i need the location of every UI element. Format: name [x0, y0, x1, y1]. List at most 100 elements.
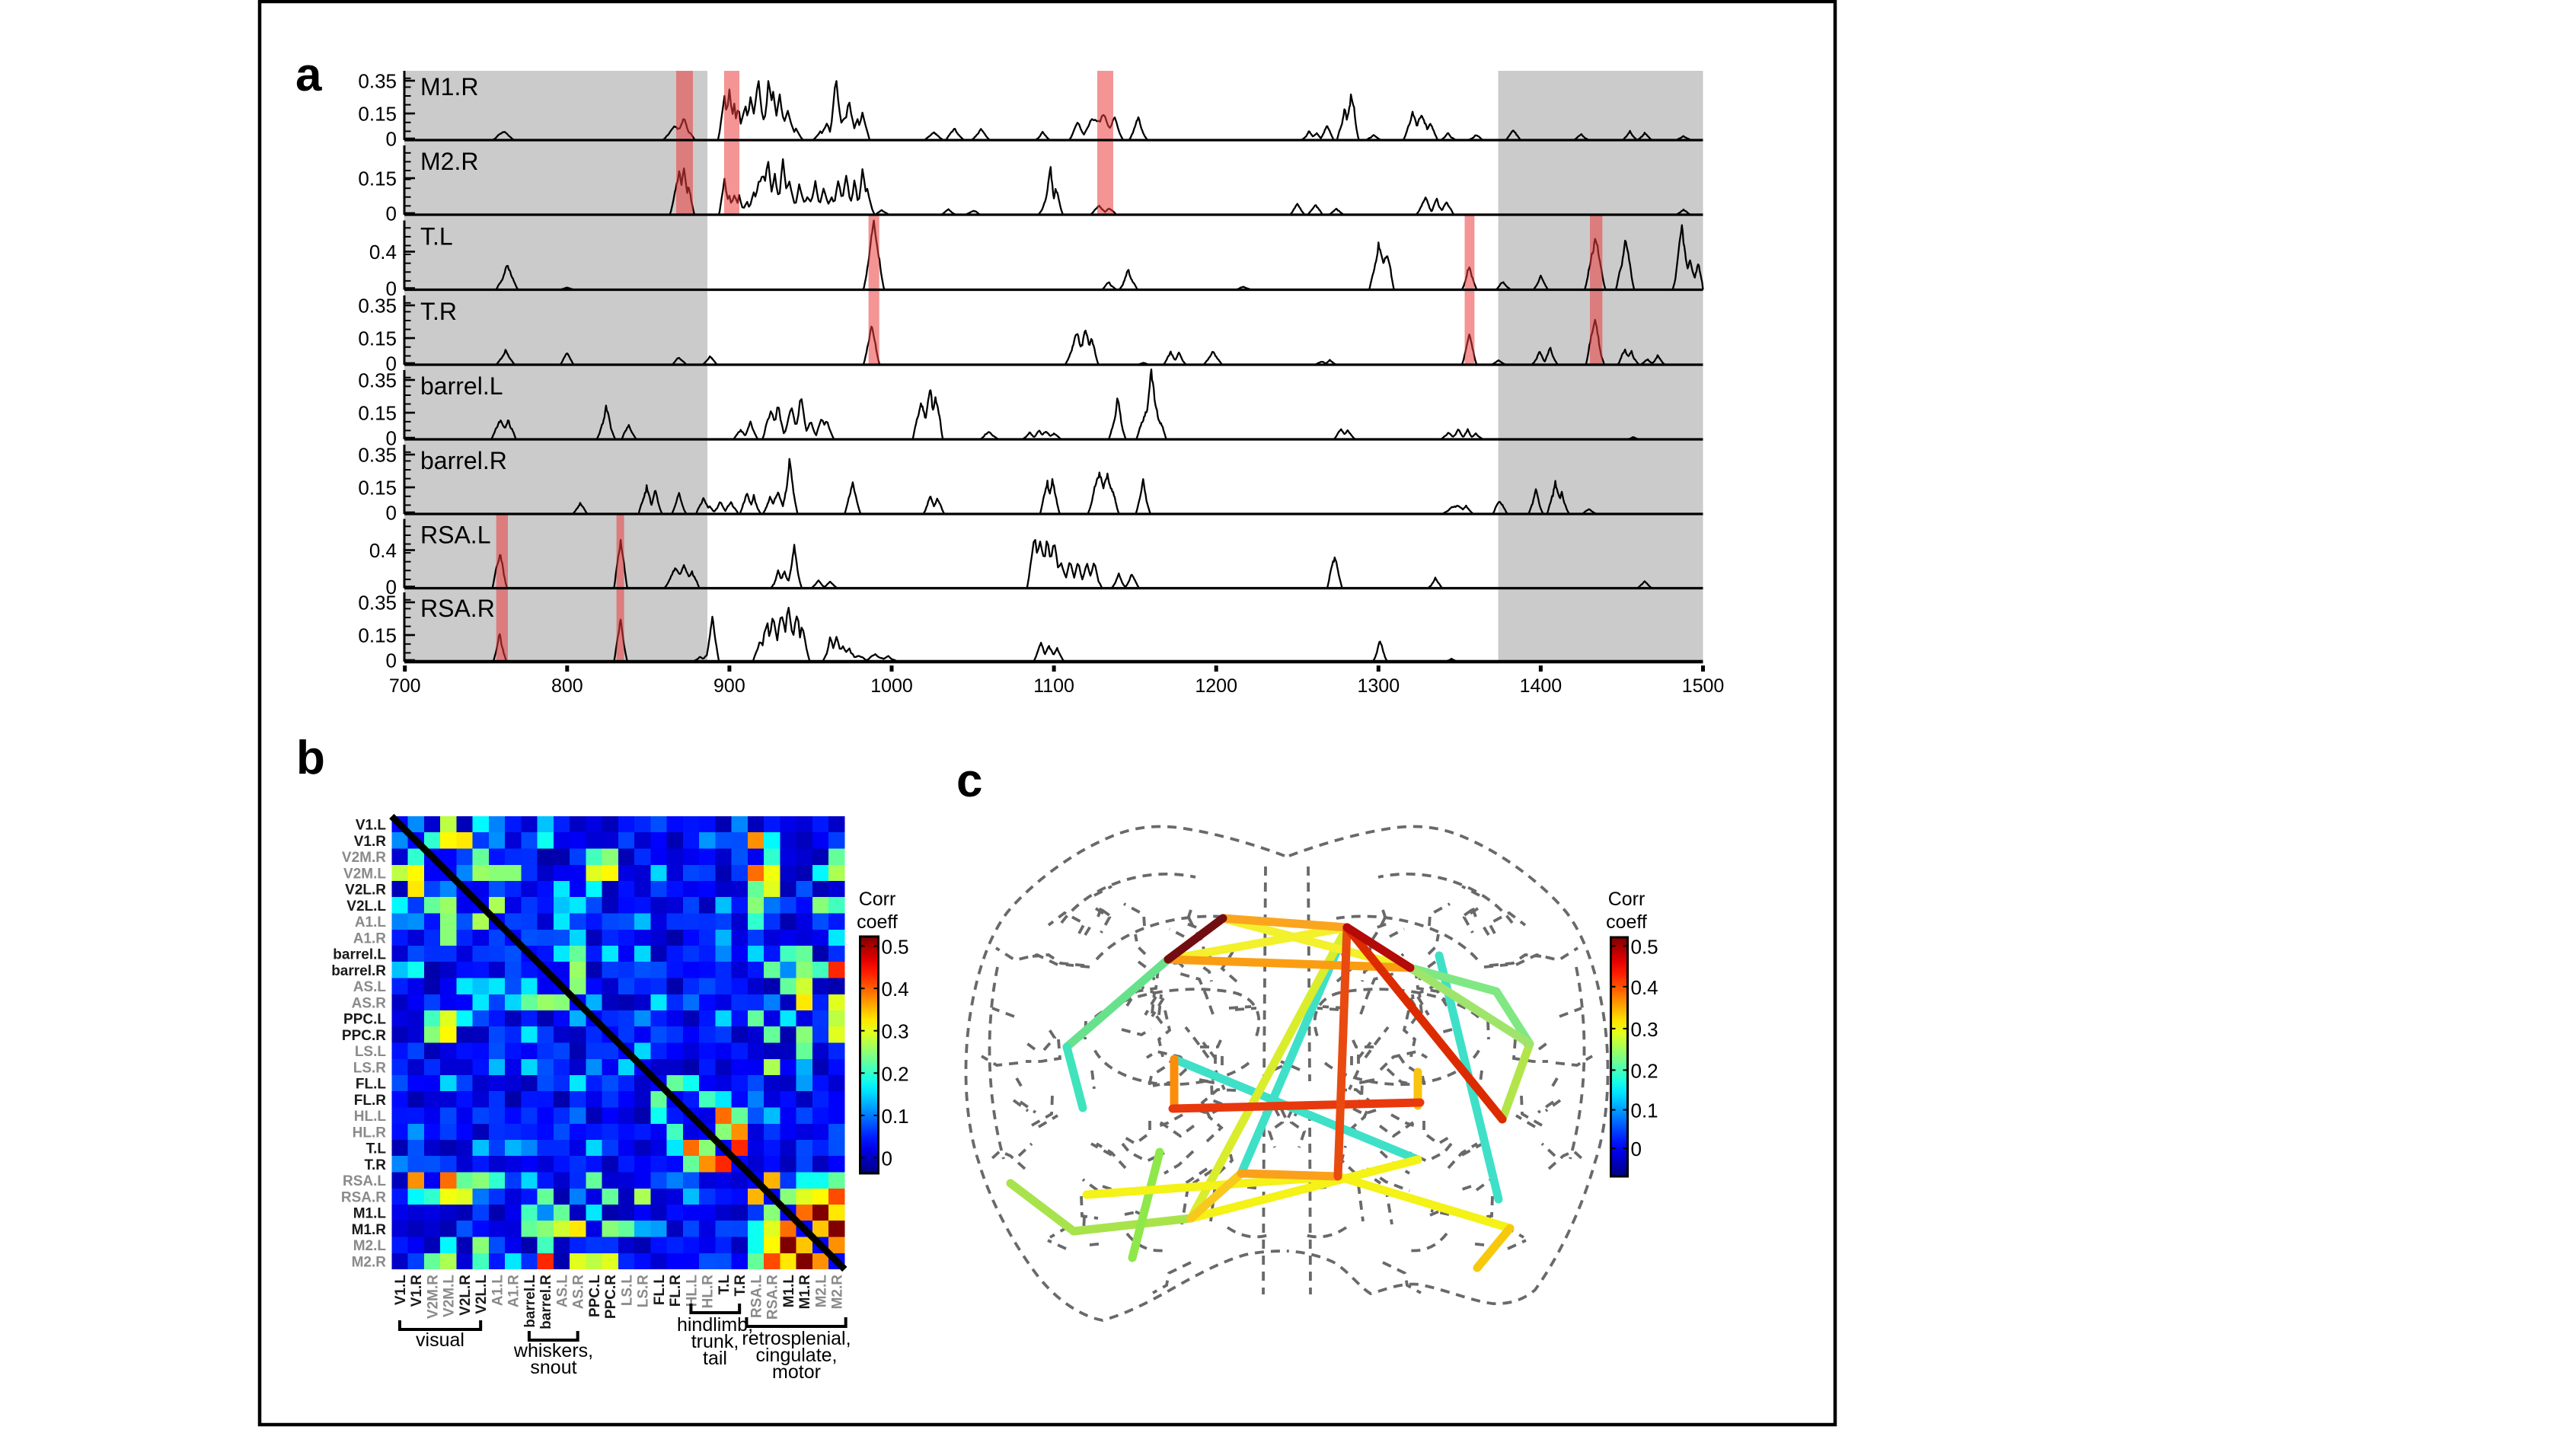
svg-text:V2M.R: V2M.R	[425, 1275, 441, 1319]
svg-text:M2.L: M2.L	[353, 1238, 387, 1254]
svg-text:A1.R: A1.R	[353, 930, 387, 946]
svg-text:0.35: 0.35	[358, 369, 397, 392]
svg-text:800: 800	[551, 675, 583, 697]
svg-text:A1.L: A1.L	[490, 1275, 506, 1307]
svg-text:LS.R: LS.R	[353, 1060, 387, 1076]
svg-text:HL.R: HL.R	[701, 1275, 717, 1309]
svg-text:0: 0	[882, 1147, 892, 1170]
svg-text:0.15: 0.15	[358, 477, 397, 499]
svg-text:snout: snout	[530, 1357, 576, 1378]
svg-text:V1.L: V1.L	[356, 818, 387, 834]
svg-text:0.5: 0.5	[1631, 935, 1658, 958]
svg-text:Corr: Corr	[1608, 889, 1646, 910]
svg-text:0: 0	[386, 203, 397, 225]
svg-text:1100: 1100	[1033, 675, 1074, 697]
svg-text:PPC.R: PPC.R	[342, 1028, 386, 1044]
svg-text:LS.R: LS.R	[636, 1275, 652, 1308]
svg-text:0.5: 0.5	[882, 936, 909, 959]
svg-text:coeff: coeff	[857, 911, 898, 933]
svg-text:V2L.L: V2L.L	[474, 1275, 490, 1314]
svg-text:1200: 1200	[1195, 675, 1237, 697]
svg-text:V2M.R: V2M.R	[342, 850, 386, 866]
svg-text:M2.L: M2.L	[813, 1275, 829, 1308]
svg-text:0.15: 0.15	[358, 103, 397, 126]
svg-text:T.L: T.L	[717, 1275, 733, 1295]
svg-text:PPC.L: PPC.L	[587, 1275, 603, 1317]
svg-text:trunk,: trunk,	[691, 1331, 739, 1352]
svg-text:coeff: coeff	[1606, 911, 1647, 933]
svg-text:M1.R: M1.R	[352, 1222, 387, 1238]
svg-text:0.4: 0.4	[369, 539, 397, 562]
svg-text:a: a	[295, 49, 322, 101]
svg-text:0: 0	[386, 576, 397, 598]
svg-text:whiskers,: whiskers,	[513, 1340, 593, 1361]
svg-text:barrel.L: barrel.L	[333, 947, 386, 963]
svg-text:AS.R: AS.R	[352, 995, 387, 1011]
svg-text:LS.L: LS.L	[355, 1044, 387, 1060]
svg-text:AS.L: AS.L	[554, 1275, 570, 1308]
svg-text:V2L.R: V2L.R	[458, 1275, 474, 1316]
svg-text:M1.R: M1.R	[797, 1275, 813, 1310]
svg-text:0.4: 0.4	[369, 241, 397, 263]
svg-text:0: 0	[386, 427, 397, 450]
svg-text:M2.R: M2.R	[420, 148, 478, 175]
svg-text:0.3: 0.3	[882, 1020, 909, 1043]
svg-text:0.1: 0.1	[1631, 1099, 1658, 1122]
svg-text:AS.R: AS.R	[571, 1275, 587, 1310]
svg-text:barrel.R: barrel.R	[331, 963, 386, 979]
svg-text:0.35: 0.35	[358, 592, 397, 614]
svg-text:M1.L: M1.L	[781, 1275, 797, 1308]
svg-text:0: 0	[386, 502, 397, 525]
svg-text:A1.L: A1.L	[355, 914, 387, 930]
svg-text:RSA.L: RSA.L	[343, 1173, 386, 1189]
svg-text:LS.L: LS.L	[619, 1275, 635, 1307]
svg-text:V2L.R: V2L.R	[345, 882, 386, 898]
svg-text:RSA.R: RSA.R	[420, 595, 495, 622]
svg-text:M2.R: M2.R	[830, 1275, 846, 1310]
svg-text:1400: 1400	[1520, 675, 1563, 697]
svg-text:HL.L: HL.L	[684, 1275, 700, 1307]
svg-text:700: 700	[389, 675, 421, 697]
svg-text:hindlimb,: hindlimb,	[677, 1314, 753, 1336]
svg-text:RSA.R: RSA.R	[765, 1275, 781, 1320]
svg-text:0.15: 0.15	[358, 168, 397, 190]
svg-text:0.35: 0.35	[358, 70, 397, 93]
svg-text:0: 0	[386, 649, 397, 672]
svg-text:0: 0	[386, 128, 397, 151]
svg-text:0.15: 0.15	[358, 624, 397, 647]
svg-text:retrosplenial,: retrosplenial,	[742, 1328, 851, 1349]
svg-text:0.1: 0.1	[882, 1105, 909, 1128]
svg-text:T.R: T.R	[733, 1275, 749, 1297]
svg-text:FL.R: FL.R	[668, 1275, 684, 1307]
svg-text:AS.L: AS.L	[353, 979, 387, 995]
svg-text:barrel.L: barrel.L	[420, 372, 503, 400]
svg-text:T.R: T.R	[365, 1157, 387, 1173]
svg-text:M2.R: M2.R	[352, 1254, 387, 1270]
svg-text:V2L.L: V2L.L	[346, 898, 386, 914]
svg-text:1300: 1300	[1357, 675, 1400, 697]
svg-text:b: b	[296, 732, 325, 784]
svg-text:FL.L: FL.L	[356, 1077, 386, 1093]
svg-text:visual: visual	[416, 1329, 464, 1351]
svg-text:1000: 1000	[870, 675, 913, 697]
svg-text:FL.R: FL.R	[354, 1093, 386, 1109]
svg-text:PPC.L: PPC.L	[343, 1012, 386, 1028]
svg-text:barrel.R: barrel.R	[538, 1275, 554, 1329]
svg-text:HL.L: HL.L	[354, 1109, 387, 1125]
svg-text:V1.R: V1.R	[409, 1275, 425, 1307]
svg-text:0: 0	[1631, 1138, 1642, 1160]
svg-text:T.R: T.R	[420, 298, 457, 325]
svg-text:1500: 1500	[1682, 675, 1725, 697]
svg-text:0.3: 0.3	[1631, 1018, 1658, 1041]
svg-text:RSA.L: RSA.L	[420, 522, 490, 549]
svg-text:tail: tail	[703, 1348, 727, 1369]
svg-text:motor: motor	[772, 1361, 821, 1383]
svg-text:barrel.R: barrel.R	[420, 447, 507, 474]
svg-text:0: 0	[386, 277, 397, 300]
svg-text:RSA.L: RSA.L	[749, 1275, 765, 1318]
svg-text:T.L: T.L	[366, 1141, 387, 1157]
svg-text:0.15: 0.15	[358, 402, 397, 425]
svg-text:0.35: 0.35	[358, 444, 397, 467]
svg-text:RSA.R: RSA.R	[341, 1189, 386, 1205]
svg-text:0.35: 0.35	[358, 295, 397, 318]
